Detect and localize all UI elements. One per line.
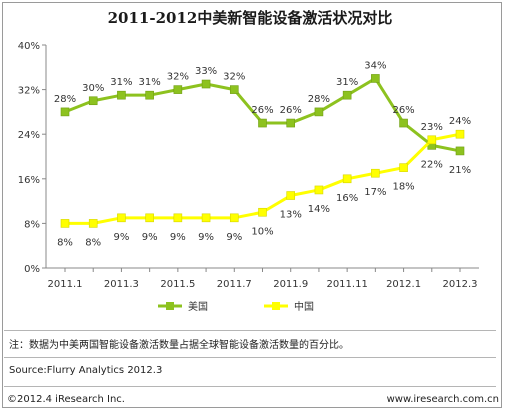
data-label-china: 9% xyxy=(142,232,158,243)
data-point-china xyxy=(399,163,408,172)
data-point-china xyxy=(258,207,267,217)
data-label-china: 16% xyxy=(336,193,358,204)
legend-label-usa: 美国 xyxy=(188,300,208,313)
data-point-china xyxy=(427,135,437,145)
chart-frame xyxy=(2,2,502,408)
data-label-usa: 30% xyxy=(82,83,104,94)
data-point-usa xyxy=(371,74,380,83)
data-point-usa xyxy=(258,118,267,128)
data-point-china xyxy=(60,219,70,228)
data-label-usa: 33% xyxy=(195,66,217,77)
data-label-china: 10% xyxy=(251,226,273,237)
data-point-china xyxy=(88,219,98,228)
x-tick-label: 2011.1 xyxy=(48,279,83,290)
data-point-china xyxy=(145,213,154,223)
data-point-usa xyxy=(455,146,465,156)
data-label-china: 23% xyxy=(421,122,443,133)
data-point-china xyxy=(286,191,296,200)
data-label-usa: 31% xyxy=(336,77,358,88)
data-label-china: 9% xyxy=(198,232,214,243)
data-label-china: 9% xyxy=(113,232,129,243)
divider-top xyxy=(4,330,496,331)
data-label-china: 13% xyxy=(280,210,302,221)
chart-title: 2011-2012中美新智能设备激活状况对比 xyxy=(107,9,393,27)
data-point-china xyxy=(342,174,352,184)
y-tick-label: 8% xyxy=(24,219,40,230)
x-tick-label: 2011.9 xyxy=(273,279,308,290)
data-point-usa xyxy=(145,90,154,100)
data-point-china xyxy=(201,213,211,223)
data-label-usa: 26% xyxy=(392,105,414,116)
chart-source: Source:Flurry Analytics 2012.3 xyxy=(9,365,163,376)
data-label-usa: 28% xyxy=(54,94,76,105)
data-label-china: 17% xyxy=(364,187,386,198)
data-label-usa: 28% xyxy=(308,94,330,105)
data-label-usa: 21% xyxy=(449,165,471,176)
legend-marker-china xyxy=(272,302,280,310)
data-point-china xyxy=(173,213,183,223)
data-point-usa xyxy=(60,107,70,117)
data-label-usa: 31% xyxy=(139,77,161,88)
data-label-usa: 31% xyxy=(110,77,132,88)
data-point-china xyxy=(314,185,324,195)
data-point-usa xyxy=(286,118,296,128)
data-point-usa xyxy=(173,85,183,94)
divider-middle xyxy=(4,357,496,358)
data-point-china xyxy=(117,213,126,223)
y-tick-label: 32% xyxy=(18,86,40,97)
x-tick-label: 2011.11 xyxy=(326,279,367,290)
website-link[interactable]: www.iresearch.com.cn xyxy=(386,394,499,405)
data-point-usa xyxy=(342,90,352,100)
data-point-usa xyxy=(201,79,211,89)
x-tick-label: 2012.1 xyxy=(386,279,421,290)
data-point-usa xyxy=(88,96,98,106)
data-point-china xyxy=(455,129,465,139)
data-point-usa xyxy=(314,107,324,117)
data-label-china: 14% xyxy=(308,204,330,215)
data-label-usa: 22% xyxy=(421,159,443,170)
y-tick-label: 40% xyxy=(18,41,40,52)
y-tick-label: 24% xyxy=(18,130,40,141)
data-label-usa: 26% xyxy=(280,105,302,116)
x-tick-label: 2011.3 xyxy=(104,279,139,290)
x-tick-label: 2011.7 xyxy=(217,279,252,290)
data-label-china: 24% xyxy=(449,116,471,127)
y-tick-label: 16% xyxy=(18,175,40,186)
legend-label-china: 中国 xyxy=(294,300,314,313)
data-label-usa: 26% xyxy=(251,105,273,116)
divider-bottom xyxy=(4,386,496,387)
copyright-text: ©2012.4 iResearch Inc. xyxy=(7,394,125,405)
data-point-china xyxy=(371,168,380,178)
data-label-china: 8% xyxy=(57,237,73,248)
data-point-usa xyxy=(399,118,408,128)
data-label-china: 9% xyxy=(226,232,242,243)
x-tick-label: 2012.3 xyxy=(443,279,478,290)
chart-note: 注：数据为中美两国智能设备激活数量占据全球智能设备激活数量的百分比。 xyxy=(9,340,349,351)
data-point-china xyxy=(229,213,239,223)
legend-marker-usa xyxy=(166,302,174,310)
data-label-usa: 34% xyxy=(364,60,386,71)
data-label-china: 9% xyxy=(170,232,186,243)
data-point-usa xyxy=(117,90,126,100)
data-point-usa xyxy=(229,85,239,94)
data-label-usa: 32% xyxy=(167,72,189,83)
x-tick-label: 2011.5 xyxy=(160,279,195,290)
y-tick-label: 0% xyxy=(24,264,40,275)
data-label-usa: 32% xyxy=(223,72,245,83)
data-label-china: 8% xyxy=(85,237,101,248)
data-label-china: 18% xyxy=(392,182,414,193)
line-chart: 0% 8% 16% 24% 32% 40% 2011.1 2011.3 2011.5 2011.7… xyxy=(18,41,479,313)
